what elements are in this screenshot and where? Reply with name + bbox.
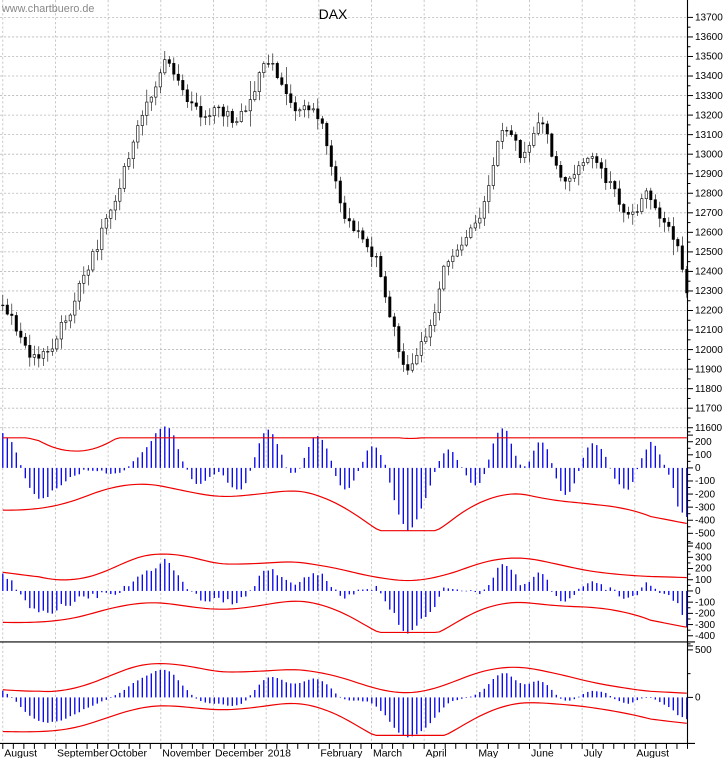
svg-text:13200: 13200 — [695, 110, 723, 121]
svg-text:-400: -400 — [695, 631, 715, 642]
svg-text:11900: 11900 — [695, 364, 723, 375]
svg-text:-100: -100 — [695, 597, 715, 608]
svg-text:500: 500 — [695, 645, 712, 656]
svg-text:0: 0 — [695, 586, 701, 597]
svg-text:-400: -400 — [695, 515, 715, 526]
svg-text:12100: 12100 — [695, 325, 723, 336]
svg-text:DAX: DAX — [319, 6, 348, 22]
svg-text:-200: -200 — [695, 489, 715, 500]
svg-text:September: September — [57, 747, 109, 758]
svg-text:August: August — [4, 747, 37, 758]
svg-text:400: 400 — [695, 541, 712, 552]
svg-text:12600: 12600 — [695, 228, 723, 239]
svg-text:100: 100 — [695, 450, 712, 461]
svg-text:0: 0 — [695, 693, 701, 704]
svg-text:12900: 12900 — [695, 169, 723, 180]
svg-text:12000: 12000 — [695, 345, 723, 356]
svg-text:July: July — [584, 747, 603, 758]
svg-text:12700: 12700 — [695, 208, 723, 219]
svg-text:13000: 13000 — [695, 149, 723, 160]
svg-text:12200: 12200 — [695, 306, 723, 317]
svg-text:www.chartbuero.de: www.chartbuero.de — [1, 3, 94, 15]
svg-text:2018: 2018 — [268, 747, 292, 758]
svg-text:12800: 12800 — [695, 188, 723, 199]
svg-text:13400: 13400 — [695, 71, 723, 82]
svg-text:February: February — [320, 747, 363, 758]
svg-text:June: June — [531, 747, 554, 758]
svg-text:November: November — [162, 747, 211, 758]
svg-text:-100: -100 — [695, 476, 715, 487]
svg-text:11800: 11800 — [695, 384, 723, 395]
svg-text:-500: -500 — [695, 529, 715, 540]
svg-text:-300: -300 — [695, 620, 715, 631]
svg-text:August: August — [636, 747, 669, 758]
svg-text:May: May — [478, 747, 499, 758]
svg-text:13100: 13100 — [695, 130, 723, 141]
svg-text:12400: 12400 — [695, 267, 723, 278]
svg-text:11700: 11700 — [695, 403, 723, 414]
svg-text:200: 200 — [695, 564, 712, 575]
svg-text:13600: 13600 — [695, 32, 723, 43]
svg-text:13300: 13300 — [695, 91, 723, 102]
svg-text:April: April — [426, 747, 447, 758]
svg-text:200: 200 — [695, 437, 712, 448]
svg-text:-200: -200 — [695, 609, 715, 620]
svg-text:12500: 12500 — [695, 247, 723, 258]
svg-text:-300: -300 — [695, 502, 715, 513]
svg-text:13700: 13700 — [695, 13, 723, 24]
svg-text:300: 300 — [695, 553, 712, 564]
svg-text:11600: 11600 — [695, 423, 723, 434]
svg-text:0: 0 — [695, 463, 701, 474]
svg-text:March: March — [373, 747, 402, 758]
svg-text:100: 100 — [695, 575, 712, 586]
svg-text:December: December — [215, 747, 264, 758]
svg-text:October: October — [110, 747, 148, 758]
svg-text:12300: 12300 — [695, 286, 723, 297]
svg-text:13500: 13500 — [695, 52, 723, 63]
